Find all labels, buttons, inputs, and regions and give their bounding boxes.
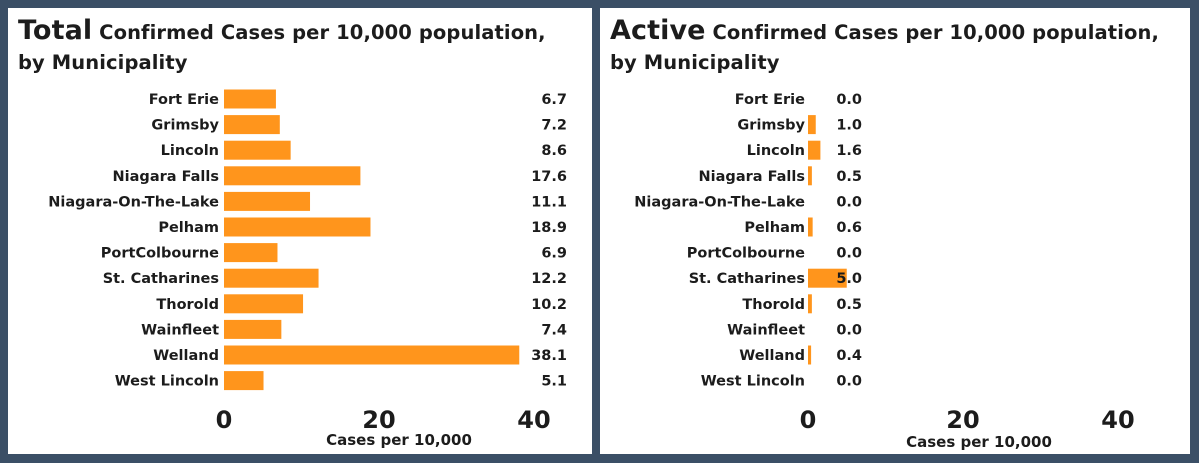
value-label: 0.5 xyxy=(836,297,862,313)
category-label: Wainfleet xyxy=(141,322,219,338)
x-tick-label: 20 xyxy=(362,406,395,434)
value-label: 5.0 xyxy=(836,271,862,287)
title-lead: Total xyxy=(18,15,93,46)
bar-10 xyxy=(224,345,520,365)
value-label: 0.0 xyxy=(836,246,862,262)
category-label: Niagara-On-The-Lake xyxy=(634,194,805,210)
active-cases-bar-chart: Fort Erie 0.0 Grimsby 1.0 Lincoln 1.6 Niagara … xyxy=(634,92,1134,451)
bar-5 xyxy=(224,217,371,237)
category-label: Niagara Falls xyxy=(699,169,805,185)
category-label: St. Catharines xyxy=(103,271,219,287)
value-label: 1.6 xyxy=(836,143,862,159)
value-label: 11.1 xyxy=(531,194,567,210)
value-label: 5.1 xyxy=(541,374,567,390)
bar-9 xyxy=(224,319,282,339)
category-label: Grimsby xyxy=(737,118,805,134)
x-tick-label: 20 xyxy=(946,406,979,434)
active-cases-panel: Active Confirmed Cases per 10,000 popula… xyxy=(600,8,1190,454)
bar-7 xyxy=(224,268,319,288)
category-label: Grimsby xyxy=(151,118,219,134)
category-label: Thorold xyxy=(156,297,219,313)
category-label: PortColbourne xyxy=(687,246,805,262)
value-label: 6.9 xyxy=(541,246,567,262)
value-label: 6.7 xyxy=(541,92,567,108)
category-label: West Lincoln xyxy=(701,374,805,390)
value-label: 8.6 xyxy=(541,143,567,159)
value-label: 7.4 xyxy=(541,322,567,338)
category-label: Wainfleet xyxy=(727,322,805,338)
bar-3 xyxy=(808,166,812,186)
category-label: Lincoln xyxy=(747,143,805,159)
category-label: Lincoln xyxy=(161,143,219,159)
category-label: Niagara-On-The-Lake xyxy=(48,194,219,210)
chart-title: Total Confirmed Cases per 10,000 populat… xyxy=(18,16,578,78)
category-label: Pelham xyxy=(158,220,219,236)
x-tick-label: 0 xyxy=(216,406,233,434)
category-label: Niagara Falls xyxy=(113,169,219,185)
total-cases-bar-chart: Fort Erie 6.7 Grimsby 7.2 Lincoln 8.6 Niagara … xyxy=(48,89,567,449)
bar-5 xyxy=(808,217,813,237)
value-label: 12.2 xyxy=(531,271,567,287)
value-label: 7.2 xyxy=(541,118,567,134)
category-label: PortColbourne xyxy=(101,246,219,262)
bar-3 xyxy=(224,166,361,186)
bar-2 xyxy=(224,140,291,160)
x-axis-label: Cases per 10,000 xyxy=(906,433,1052,451)
bar-1 xyxy=(808,115,816,135)
value-label: 38.1 xyxy=(531,348,567,364)
bar-6 xyxy=(224,243,278,263)
title-rest: Confirmed Cases per 10,000 population, b… xyxy=(18,21,546,74)
category-label: St. Catharines xyxy=(689,271,805,287)
category-label: West Lincoln xyxy=(115,374,219,390)
chart-title: Active Confirmed Cases per 10,000 popula… xyxy=(610,16,1170,78)
value-label: 0.5 xyxy=(836,169,862,185)
value-label: 0.0 xyxy=(836,92,862,108)
bar-2 xyxy=(808,140,821,160)
x-axis-label: Cases per 10,000 xyxy=(326,431,472,449)
bar-1 xyxy=(224,115,280,135)
category-label: Thorold xyxy=(742,297,805,313)
value-label: 1.0 xyxy=(836,118,862,134)
x-tick-label: 40 xyxy=(517,406,550,434)
title-lead: Active xyxy=(610,15,706,46)
value-label: 0.4 xyxy=(836,348,862,364)
value-label: 10.2 xyxy=(531,297,567,313)
bar-8 xyxy=(808,294,812,314)
x-tick-label: 40 xyxy=(1101,406,1134,434)
bar-0 xyxy=(224,89,276,109)
value-label: 0.0 xyxy=(836,194,862,210)
bar-8 xyxy=(224,294,304,314)
value-label: 17.6 xyxy=(531,169,567,185)
value-label: 0.6 xyxy=(836,220,862,236)
value-label: 0.0 xyxy=(836,322,862,338)
category-label: Pelham xyxy=(744,220,805,236)
bar-4 xyxy=(224,191,311,211)
value-label: 0.0 xyxy=(836,374,862,390)
category-label: Fort Erie xyxy=(735,92,805,108)
total-cases-panel: Total Confirmed Cases per 10,000 populat… xyxy=(8,8,592,454)
category-label: Welland xyxy=(739,348,805,364)
bar-11 xyxy=(224,371,264,391)
title-rest: Confirmed Cases per 10,000 population, b… xyxy=(610,21,1159,74)
bar-7 xyxy=(808,268,847,288)
value-label: 18.9 xyxy=(531,220,567,236)
category-label: Fort Erie xyxy=(149,92,219,108)
x-tick-label: 0 xyxy=(800,406,817,434)
bar-10 xyxy=(808,345,812,365)
category-label: Welland xyxy=(153,348,219,364)
